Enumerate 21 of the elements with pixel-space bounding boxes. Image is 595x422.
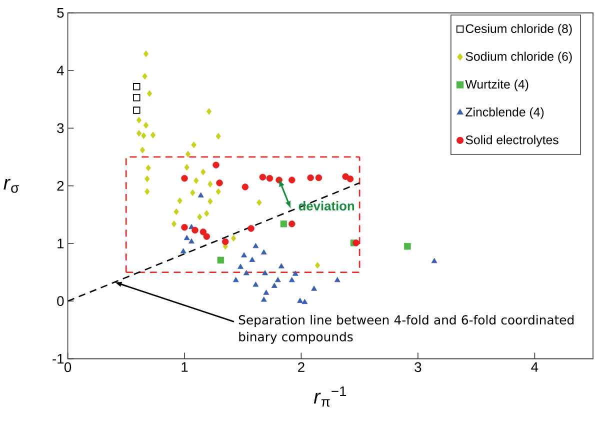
legend-label: Cesium chloride (8)	[466, 24, 572, 36]
x-axis-title: r$_{π}$−1	[314, 386, 346, 407]
y-tick-label: 0	[57, 296, 64, 306]
legend-label: Sodium chloride (6)	[466, 52, 572, 64]
y-tick-label: 1	[58, 238, 64, 248]
y-tick-label: -1	[52, 354, 64, 364]
x-tick-label: 4	[531, 362, 538, 372]
legend-label: Solid electrolytes	[466, 135, 558, 147]
annotation: Separation line between 4-fold and 6-fold coordinated binary compounds	[238, 314, 574, 344]
x-tick-label: 3	[414, 362, 422, 372]
y-tick-label: 4	[56, 66, 64, 76]
y-tick-label: 2	[57, 180, 64, 191]
y-axis-title: r$_{σ}$	[4, 178, 19, 193]
legend-label: Zincblende (4)	[466, 107, 544, 119]
y-tick-label: 5	[57, 8, 64, 18]
x-tick-label: 1	[182, 362, 188, 372]
y-tick-label: 3	[57, 123, 64, 134]
legend-label: Wurtzite (4)	[465, 79, 528, 92]
x-tick-label: 0	[64, 362, 72, 372]
annotation: deviation	[298, 200, 354, 210]
x-tick-label: 2	[298, 362, 304, 372]
